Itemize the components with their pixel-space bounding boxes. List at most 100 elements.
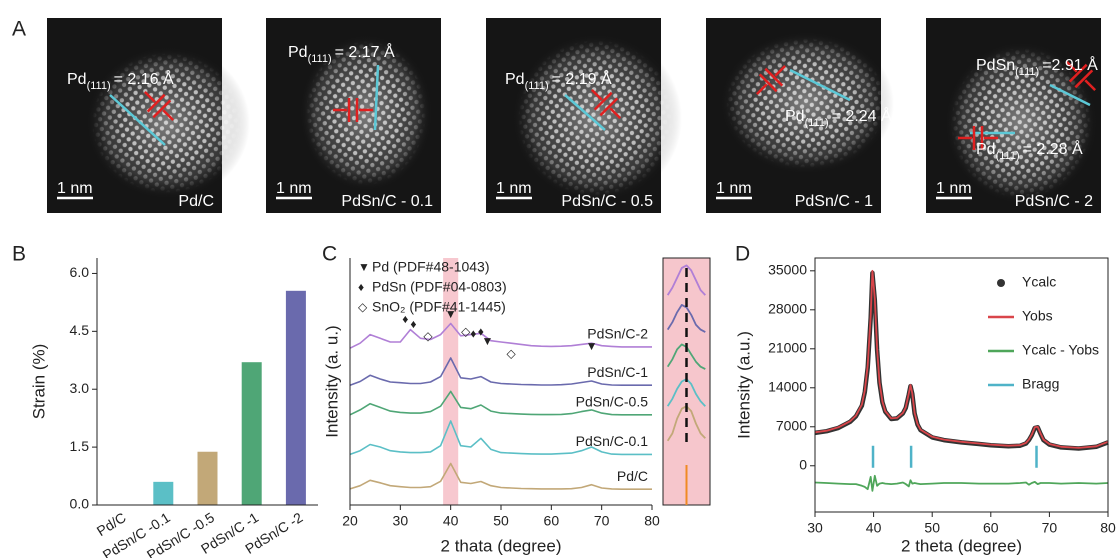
x-tick-label: 40 xyxy=(443,513,459,529)
x-tick-label: 80 xyxy=(644,513,660,529)
peak-marker: ◇ xyxy=(506,347,516,361)
micrograph: Pd(111) = 2.19 Å 1 nm PdSn/C - 0.5 xyxy=(486,18,682,213)
peak-marker: ♦ xyxy=(402,312,408,326)
inset-line xyxy=(666,264,706,296)
spacing-line xyxy=(152,99,172,119)
micrograph: PdSn(111) =2.91 ÅPd(111) = 2.28 Å1 nmPdSn/… xyxy=(926,18,1101,213)
x-tick-label: 50 xyxy=(493,513,509,529)
sample-caption: PdSn/C - 2 xyxy=(1015,193,1093,210)
inset-line xyxy=(666,304,706,333)
x-tick-label: 20 xyxy=(342,513,358,529)
arrow xyxy=(162,109,175,122)
legend-text: Ycalc xyxy=(1022,274,1056,290)
xrd-line xyxy=(349,322,652,349)
arrow xyxy=(774,64,787,77)
peak-marker: ▼ xyxy=(586,339,598,353)
lattice-line xyxy=(564,94,606,131)
spacing-line xyxy=(593,91,613,111)
highlight-band xyxy=(443,258,459,505)
plane-index: (111) xyxy=(87,80,111,92)
spacing-value: = 2.16 Å xyxy=(114,69,174,88)
series-label: PdSn/C-1 xyxy=(587,364,648,380)
peak-marker: ◇ xyxy=(423,329,433,343)
pattern-line xyxy=(814,474,1109,492)
spacing-marker xyxy=(958,126,998,150)
phase: Pd xyxy=(976,141,996,158)
arrow xyxy=(1084,79,1097,92)
spacing-marker xyxy=(333,98,373,122)
bar xyxy=(197,451,218,505)
spacing-marker xyxy=(755,64,787,96)
peak-marker: ♦ xyxy=(478,324,484,338)
arrow xyxy=(590,88,603,101)
y-tick-label: 6.0 xyxy=(70,264,90,280)
legend-text: Bragg xyxy=(1022,376,1059,392)
spacing-value: = 2.19 Å xyxy=(552,69,612,88)
x-tick-label: 40 xyxy=(866,520,882,536)
lattice-line xyxy=(789,68,851,102)
panel-label: C xyxy=(322,243,337,266)
particle-lattice xyxy=(518,40,674,196)
bar xyxy=(285,290,306,505)
pattern-line xyxy=(814,269,1109,449)
x-axis-label: 2 thata (degree) xyxy=(441,536,562,555)
x-axis-label: 2 theta (degree) xyxy=(901,536,1022,555)
sample-caption: PdSn/C - 0.1 xyxy=(341,193,433,210)
particle-lattice xyxy=(951,48,1091,198)
micrograph: Pd(111) = 2.17 Å 1 nm PdSn/C - 0.1 xyxy=(266,18,441,213)
bar xyxy=(153,481,174,505)
spacing-label: Pd(111) = 2.16 Å xyxy=(67,69,174,92)
spacing-line xyxy=(758,73,778,93)
legend-symbol xyxy=(997,279,1005,287)
legend-symbol: ▼ xyxy=(358,260,370,274)
x-tick-label: 60 xyxy=(983,520,999,536)
legend-symbol: ◇ xyxy=(358,300,368,314)
xrd-line xyxy=(349,390,652,416)
y-tick-label: 35000 xyxy=(768,262,807,278)
series-label: PdSn/C-0.5 xyxy=(576,394,649,410)
y-tick-label: 4.5 xyxy=(70,322,90,338)
spacing-value: = 2.17 Å xyxy=(335,42,395,61)
x-tick-label: 80 xyxy=(1100,520,1116,536)
sample-caption: PdSn/C - 0.5 xyxy=(561,193,653,210)
lattice-line xyxy=(1049,83,1091,107)
particle-lattice xyxy=(306,41,426,185)
y-tick-label: 28000 xyxy=(768,301,807,317)
peak-marker: ▼ xyxy=(481,334,493,348)
lattice-line xyxy=(373,64,380,131)
y-tick-label: 0 xyxy=(799,456,807,472)
peak-marker: ♦ xyxy=(470,327,476,341)
legend-symbol: ♦ xyxy=(358,280,364,294)
pattern-line xyxy=(814,270,1109,451)
phase: Pd xyxy=(505,71,525,88)
series-label: PdSn/C-0.1 xyxy=(576,433,649,449)
spacing-line xyxy=(764,67,784,87)
legend-text: Ycalc - Yobs xyxy=(1022,342,1099,358)
spacing-value: =2.91 Å xyxy=(1042,55,1098,74)
spacing-line xyxy=(146,93,166,113)
phase: Pd xyxy=(67,71,87,88)
plane-index: (111) xyxy=(308,53,332,65)
sample-caption: Pd/C xyxy=(178,193,214,210)
peak-marker: ◇ xyxy=(461,324,471,338)
spacing-label: Pd(111) = 2.19 Å xyxy=(505,69,612,92)
plane-index: (111) xyxy=(996,150,1020,162)
phase: Pd xyxy=(288,44,308,61)
y-tick-label: 0.0 xyxy=(70,496,90,512)
spacing-value: = 2.28 Å xyxy=(1023,139,1083,158)
panel-label: A xyxy=(12,18,26,41)
scale-bar-label: 1 nm xyxy=(57,180,93,197)
micrograph: Pd(111) = 2.24 Å 1 nm PdSn/C - 1 xyxy=(706,18,894,213)
plane-index: (111) xyxy=(525,80,549,92)
legend-text: SnO₂ (PDF#41-1445) xyxy=(372,299,506,315)
panel-label: B xyxy=(12,243,26,266)
particle-lattice xyxy=(92,53,242,193)
spacing-marker xyxy=(143,90,175,122)
y-tick-label: 1.5 xyxy=(70,438,90,454)
panel-label: D xyxy=(735,243,750,266)
arrow xyxy=(609,107,622,120)
spacing-label: PdSn(111) =2.91 Å xyxy=(976,55,1098,78)
bar xyxy=(241,362,262,505)
